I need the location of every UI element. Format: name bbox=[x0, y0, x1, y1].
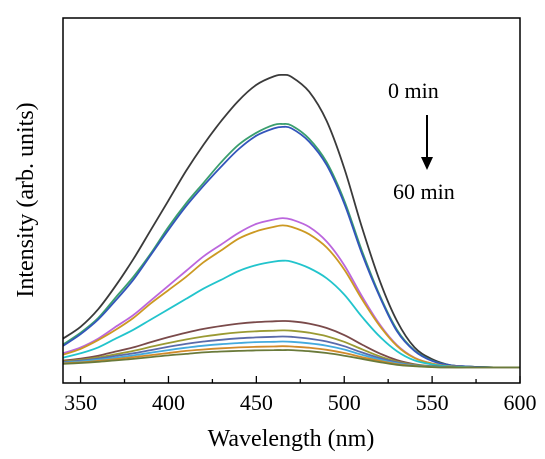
x-tick-label: 400 bbox=[152, 390, 185, 415]
x-tick-label: 350 bbox=[64, 390, 97, 415]
x-tick-label: 550 bbox=[416, 390, 449, 415]
y-axis-label: Intensity (arb. units) bbox=[13, 102, 39, 297]
x-tick-label: 600 bbox=[504, 390, 537, 415]
x-axis-label: Wavelength (nm) bbox=[208, 426, 375, 452]
series-line-7 bbox=[62, 320, 520, 369]
plot-frame bbox=[62, 17, 521, 384]
series-line-4 bbox=[62, 217, 520, 369]
x-tick-label: 450 bbox=[240, 390, 273, 415]
series-line-1 bbox=[62, 73, 521, 369]
x-tick-label: 500 bbox=[328, 390, 361, 415]
series-line-3 bbox=[62, 125, 521, 369]
ticks-layer: 350 400 450 500 550 600 bbox=[64, 376, 537, 415]
series-line-12 bbox=[62, 349, 520, 369]
series-layer bbox=[62, 73, 521, 369]
start-time-label: 0 min bbox=[388, 78, 439, 103]
series-line-6 bbox=[62, 259, 520, 369]
down-arrow-icon bbox=[421, 115, 433, 170]
end-time-label: 60 min bbox=[393, 179, 455, 204]
